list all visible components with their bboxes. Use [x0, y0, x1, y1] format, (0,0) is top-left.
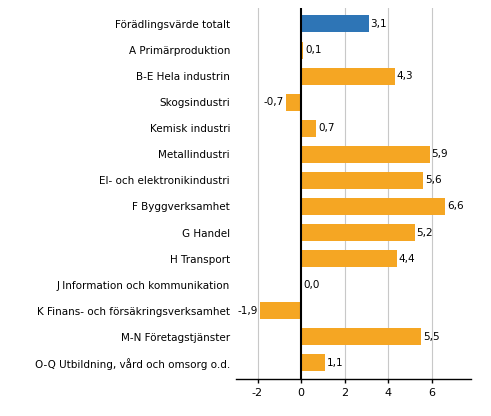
Bar — [301, 250, 397, 267]
Text: 1,1: 1,1 — [327, 358, 344, 368]
Text: 4,4: 4,4 — [399, 254, 415, 264]
Bar — [301, 328, 421, 345]
Bar — [301, 42, 303, 59]
Bar — [301, 146, 430, 163]
Bar — [301, 172, 423, 189]
Bar — [301, 224, 414, 241]
Text: 0,0: 0,0 — [303, 280, 319, 290]
Text: 5,9: 5,9 — [432, 149, 448, 159]
Bar — [301, 15, 369, 32]
Text: 5,2: 5,2 — [416, 228, 433, 238]
Text: 0,1: 0,1 — [305, 45, 322, 55]
Bar — [301, 120, 316, 137]
Bar — [301, 198, 445, 215]
Bar — [301, 354, 325, 371]
Text: 4,3: 4,3 — [397, 71, 413, 81]
Bar — [286, 94, 301, 111]
Text: 6,6: 6,6 — [447, 201, 464, 211]
Text: 0,7: 0,7 — [318, 123, 335, 133]
Text: 5,6: 5,6 — [425, 176, 442, 186]
Text: 5,5: 5,5 — [423, 332, 439, 342]
Text: -0,7: -0,7 — [264, 97, 284, 107]
Bar — [260, 302, 301, 319]
Bar — [301, 68, 395, 84]
Text: 3,1: 3,1 — [371, 19, 387, 29]
Text: -1,9: -1,9 — [238, 306, 258, 316]
